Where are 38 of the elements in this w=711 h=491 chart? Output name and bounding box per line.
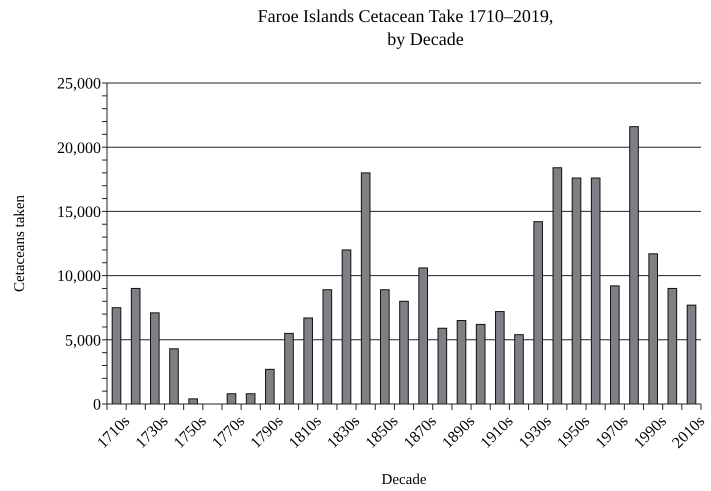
bar (456, 320, 466, 404)
bar (360, 172, 370, 404)
y-axis-title: Cetaceans taken (12, 194, 28, 292)
bar (322, 289, 332, 404)
bar (380, 289, 390, 404)
x-axis-title: Decade (382, 472, 427, 488)
bar (629, 126, 639, 404)
bar (572, 178, 582, 404)
bar (169, 348, 179, 404)
bar (130, 288, 140, 404)
bar (533, 221, 543, 404)
bar (552, 167, 562, 404)
bar (303, 317, 313, 404)
y-tick-label: 20,000 (57, 140, 101, 157)
bar (418, 267, 428, 404)
bar (590, 178, 600, 404)
bar (438, 328, 448, 404)
bar (495, 311, 505, 404)
bar (610, 285, 620, 404)
bar (342, 249, 352, 404)
y-tick-label: 5,000 (65, 332, 101, 350)
bar (265, 368, 275, 404)
bar (668, 288, 678, 404)
bar (399, 300, 409, 404)
bar (246, 393, 256, 404)
chart-title: Faroe Islands Cetacean Take 1710–2019, by Decade (258, 6, 554, 49)
bar (112, 307, 122, 404)
y-tick-label: 15,000 (57, 204, 101, 221)
y-tick-label: 25,000 (57, 76, 101, 93)
bar (284, 332, 294, 404)
y-tick-label: 10,000 (57, 268, 101, 286)
bar (150, 312, 160, 404)
bar (226, 393, 236, 404)
bar (648, 253, 658, 404)
y-tick-label: 0 (93, 396, 101, 414)
bar (686, 304, 696, 404)
bar (514, 334, 524, 404)
bar (476, 324, 486, 404)
